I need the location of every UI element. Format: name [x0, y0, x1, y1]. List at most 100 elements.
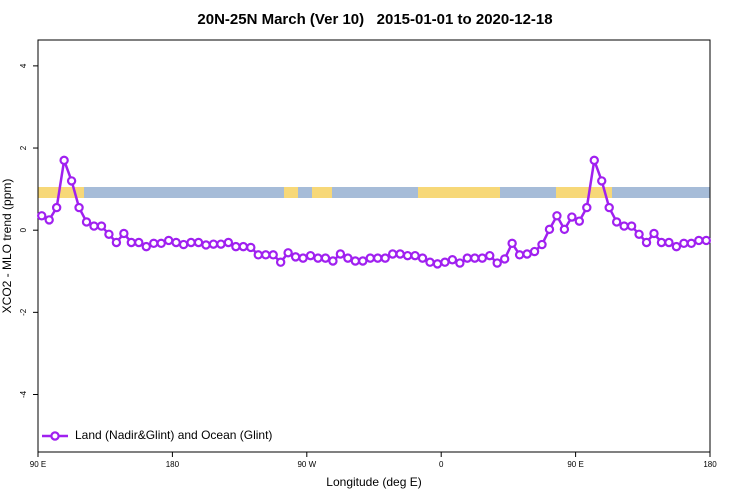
point — [477, 253, 487, 263]
point — [343, 253, 353, 263]
point — [81, 217, 92, 227]
point — [305, 250, 316, 261]
point — [514, 250, 525, 260]
point — [485, 250, 495, 261]
point — [141, 241, 151, 252]
point — [223, 237, 234, 248]
point — [626, 221, 637, 231]
point — [156, 238, 166, 249]
y-tick-label: 0 — [19, 227, 28, 232]
x-axis-label: Longitude (deg E) — [326, 475, 421, 489]
point — [328, 256, 338, 266]
point — [634, 229, 644, 239]
point — [679, 238, 689, 249]
y-tick-label: 4 — [19, 63, 28, 68]
point — [238, 241, 249, 252]
x-tick-label: 180 — [703, 460, 717, 469]
legend-label: Land (Nadir&Glint) and Ocean (Glint) — [75, 428, 272, 442]
point — [582, 202, 592, 213]
point — [290, 252, 301, 262]
point — [701, 235, 711, 246]
point — [178, 239, 189, 250]
point — [59, 155, 69, 166]
point — [507, 238, 517, 249]
point — [597, 176, 607, 186]
point — [350, 256, 361, 266]
series-line — [41, 155, 707, 266]
x-tick-label: 180 — [166, 460, 180, 469]
point — [499, 254, 510, 264]
point — [432, 259, 443, 269]
point — [44, 215, 54, 225]
point — [656, 237, 667, 248]
point — [611, 217, 622, 227]
point — [37, 211, 47, 221]
point — [589, 155, 599, 166]
point — [201, 240, 211, 250]
point — [686, 238, 697, 249]
point — [462, 253, 473, 263]
point — [522, 249, 532, 259]
land-strip — [556, 187, 612, 198]
point — [66, 176, 77, 186]
point — [126, 237, 137, 248]
x-tick-label: 0 — [439, 460, 444, 469]
land-strip — [38, 187, 84, 198]
point — [387, 249, 398, 259]
point — [51, 202, 62, 213]
y-axis-label: XCO2 - MLO trend (ppm) — [0, 179, 14, 314]
point — [320, 253, 331, 263]
point — [134, 237, 144, 248]
point — [425, 257, 435, 267]
point — [410, 250, 420, 261]
point — [283, 248, 293, 258]
point — [402, 250, 413, 261]
point — [231, 241, 241, 252]
point — [567, 212, 577, 222]
point — [447, 255, 458, 265]
point — [171, 237, 181, 248]
chart-title: 20N-25N March (Ver 10) 2015-01-01 to 202… — [197, 11, 552, 28]
point — [275, 257, 286, 267]
point — [335, 249, 346, 259]
point — [694, 235, 704, 246]
point — [104, 229, 114, 239]
y-tick-label: 2 — [19, 145, 28, 150]
land-strip — [312, 187, 332, 198]
point — [163, 235, 174, 246]
point — [253, 250, 263, 260]
point — [552, 211, 562, 221]
point — [492, 258, 502, 268]
x-tick-label: 90 E — [567, 460, 583, 469]
x-tick-label: 90 W — [297, 460, 316, 469]
ocean-strip — [38, 187, 710, 198]
map-strip — [38, 187, 710, 198]
point — [544, 224, 555, 235]
point — [470, 253, 480, 263]
point — [604, 202, 614, 213]
point — [641, 237, 652, 248]
point — [119, 228, 129, 239]
point — [298, 253, 308, 263]
point — [664, 237, 674, 248]
point — [89, 221, 99, 231]
land-strip — [418, 187, 500, 198]
point — [74, 202, 84, 213]
point — [149, 238, 159, 249]
y-tick-label: -2 — [19, 308, 28, 316]
point — [246, 242, 256, 253]
point — [395, 249, 405, 259]
point — [559, 224, 570, 235]
point — [619, 221, 629, 231]
point — [671, 241, 682, 252]
point — [365, 253, 375, 263]
point — [268, 250, 278, 260]
point — [440, 257, 450, 267]
point — [373, 253, 383, 263]
point — [417, 253, 428, 263]
point — [358, 256, 368, 266]
point — [455, 258, 465, 268]
legend-marker — [50, 431, 60, 441]
point — [111, 237, 122, 248]
